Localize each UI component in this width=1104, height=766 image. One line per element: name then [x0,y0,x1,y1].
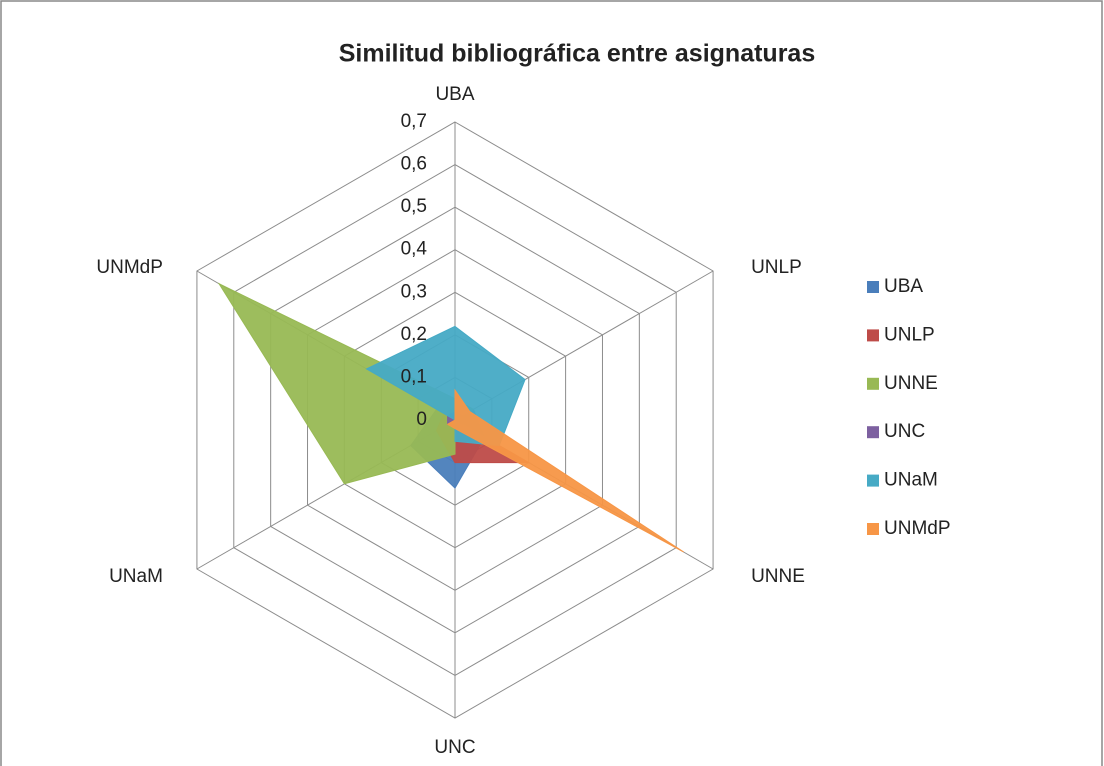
legend-label: UNLP [884,324,935,345]
category-label: UNNE [751,566,805,587]
y-tick-label: 0,6 [401,154,427,175]
chart-title: Similitud bibliográfica entre asignatura… [339,40,816,68]
y-tick-label: 0,2 [401,324,427,345]
y-tick-label: 0,7 [401,111,427,132]
legend-swatch [867,523,879,535]
y-tick-label: 0,5 [401,196,427,217]
y-tick-label: 0,1 [401,366,427,387]
legend-label: UBA [884,276,923,297]
category-label: UBA [435,84,474,105]
y-tick-label: 0,4 [401,239,428,260]
legend-label: UNaM [884,470,938,491]
legend-swatch [867,474,879,487]
category-label: UNLP [751,257,802,278]
legend-swatch [867,329,879,342]
radar-area [446,388,684,553]
legend-label: UNMdP [884,518,951,539]
legend-swatch [867,281,879,293]
legend-swatch [867,377,879,390]
category-label: UNMdP [96,257,163,278]
category-label: UNaM [109,566,163,587]
y-tick-label: 0,3 [401,281,427,302]
category-label: UNC [434,737,475,758]
legend-swatch [867,426,879,439]
radar-area [365,325,526,447]
y-tick-label: 0 [416,409,427,430]
legend-label: UNC [884,421,925,442]
legend-label: UNNE [884,373,938,394]
